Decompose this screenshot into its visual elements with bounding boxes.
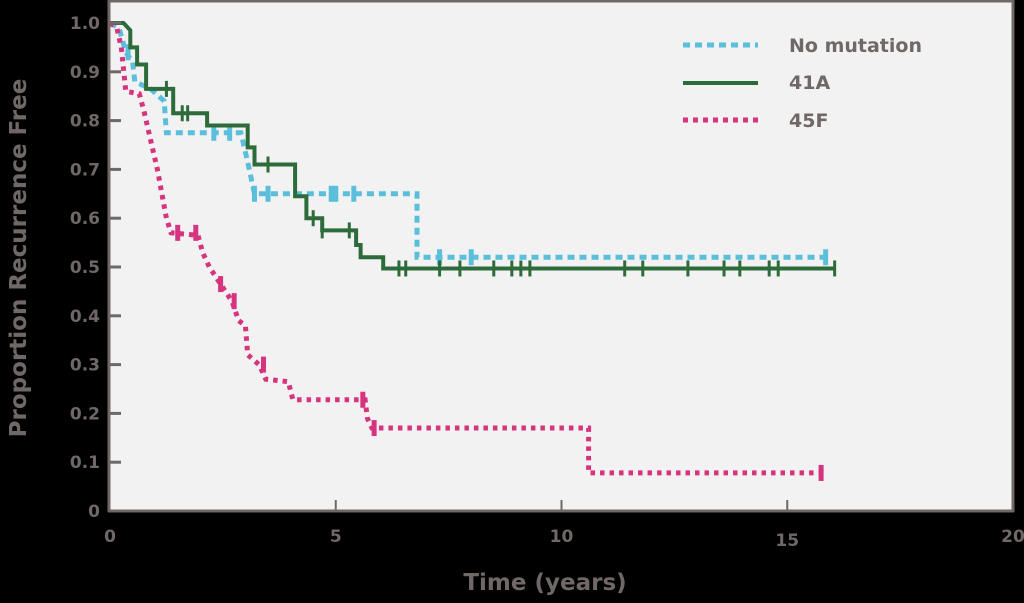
x-axis-ticks: 0 5 10 15 20: [104, 500, 1024, 551]
x-tick-label: 5: [330, 527, 342, 547]
y-tick-label: 0.8: [70, 112, 100, 132]
y-tick-label: 0.3: [70, 356, 100, 376]
y-tick-label: 1.0: [70, 14, 100, 34]
series-layer: [108, 20, 837, 481]
x-tick-label: 15: [775, 531, 799, 551]
legend-label: No mutation: [789, 35, 922, 57]
y-tick-label: 0.9: [70, 63, 100, 83]
legend-item-no-mutation: No mutation: [683, 35, 922, 57]
legend-label: 41A: [789, 72, 830, 94]
x-axis-label: Time (years): [463, 570, 626, 596]
series-line-45f: [108, 20, 822, 476]
y-axis-label: Proportion Recurrence Free: [6, 79, 32, 438]
series-line-41a: [110, 21, 835, 271]
y-tick-label: 0.5: [70, 258, 100, 278]
legend-label: 45F: [789, 110, 828, 132]
x-tick-label: 20: [1001, 527, 1024, 547]
y-tick-label: 0.4: [70, 307, 100, 327]
y-axis-ticks: 0 0.1 0.2 0.3 0.4 0.5 0.6 0.7 0.8 0.9 1.0: [70, 14, 121, 522]
legend: No mutation 41A 45F: [683, 35, 922, 132]
legend-item-45f: 45F: [683, 110, 828, 132]
y-tick-label: 0.7: [70, 160, 100, 180]
y-tick-label: 0.2: [70, 404, 100, 424]
x-tick-label: 10: [550, 527, 574, 547]
legend-item-41a: 41A: [683, 72, 830, 94]
y-tick-label: 0.1: [70, 453, 100, 473]
x-tick-label: 0: [104, 527, 116, 547]
y-tick-label: 0.6: [70, 209, 100, 229]
y-tick-label: 0: [88, 502, 100, 522]
